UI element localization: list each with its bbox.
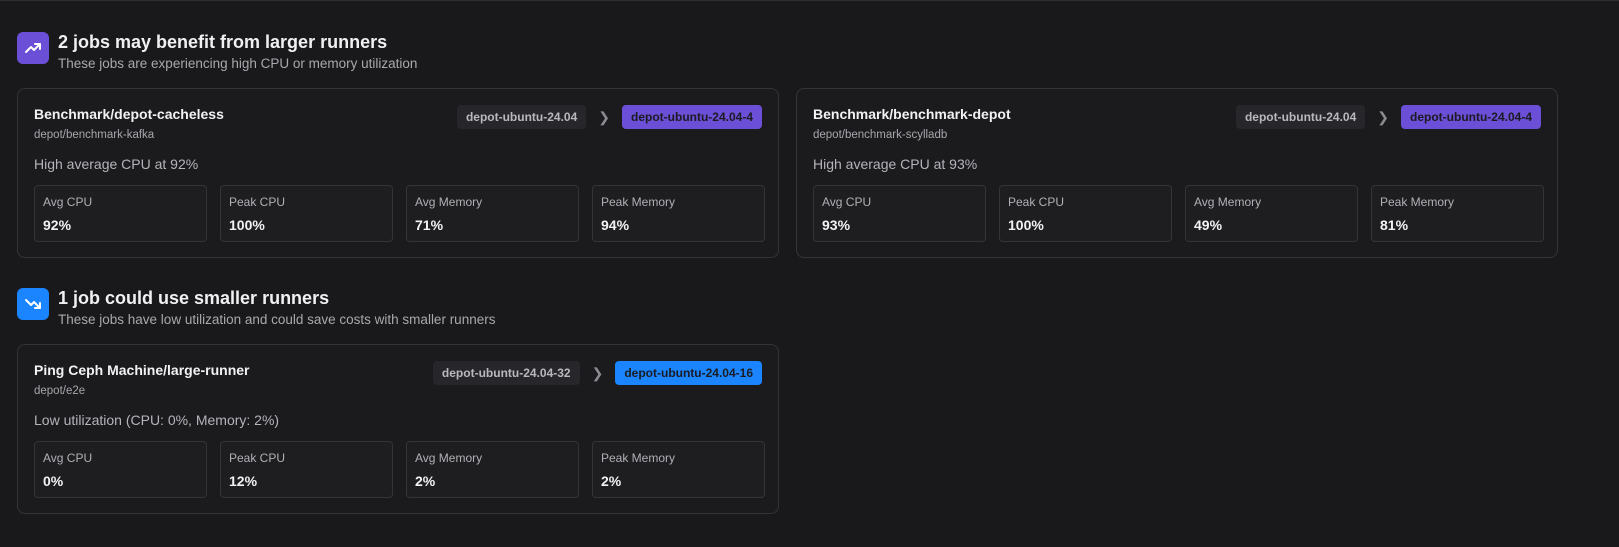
metric-value: 94% — [601, 217, 630, 233]
metric-box: Avg Memory 2% — [406, 441, 579, 498]
metric-value: 92% — [43, 217, 72, 233]
metric-box: Peak CPU 100% — [220, 185, 393, 242]
recommended-runner-badge: depot-ubuntu-24.04-16 — [615, 361, 762, 385]
runner-recommendation: depot-ubuntu-24.04 ❯ depot-ubuntu-24.04-… — [456, 105, 762, 129]
section-header: 2 jobs may benefit from larger runners T… — [17, 31, 417, 71]
metric-value: 93% — [822, 217, 851, 233]
chevron-right-icon: ❯ — [598, 108, 610, 125]
recommended-runner-badge: depot-ubuntu-24.04-4 — [622, 105, 762, 129]
job-card: Benchmark/benchmark-depot depot/benchmar… — [796, 88, 1558, 258]
metric-value: 71% — [415, 217, 444, 233]
current-runner-badge: depot-ubuntu-24.04 — [1235, 105, 1366, 129]
metric-box: Peak Memory 81% — [1371, 185, 1544, 242]
metric-box: Avg CPU 0% — [34, 441, 207, 498]
current-runner-badge: depot-ubuntu-24.04 — [456, 105, 587, 129]
metric-value: 81% — [1380, 217, 1409, 233]
metric-value: 100% — [1008, 217, 1044, 233]
metric-value: 0% — [43, 473, 64, 489]
repo-name: depot/e2e — [34, 385, 86, 397]
repo-name: depot/benchmark-kafka — [34, 129, 155, 141]
metric-box: Avg CPU 93% — [813, 185, 986, 242]
metric-box: Avg CPU 92% — [34, 185, 207, 242]
runner-recommendation: depot-ubuntu-24.04-32 ❯ depot-ubuntu-24.… — [432, 361, 762, 385]
repo-name: depot/benchmark-scylladb — [813, 129, 948, 141]
metric-box: Avg Memory 49% — [1185, 185, 1358, 242]
metric-label: Peak Memory — [1380, 195, 1455, 209]
trending-down-icon — [17, 288, 49, 320]
metric-value: 12% — [229, 473, 258, 489]
section-title: 2 jobs may benefit from larger runners — [58, 32, 388, 52]
metric-label: Peak CPU — [229, 451, 286, 465]
metric-label: Peak CPU — [229, 195, 286, 209]
metric-box: Peak Memory 2% — [592, 441, 765, 498]
chevron-right-icon: ❯ — [591, 364, 604, 381]
recommendation-reason: High average CPU at 93% — [813, 156, 978, 172]
metric-label: Avg CPU — [822, 195, 872, 209]
metric-value: 49% — [1194, 217, 1223, 233]
metric-box: Peak CPU 100% — [999, 185, 1172, 242]
recommendation-reason: High average CPU at 92% — [34, 156, 199, 172]
metric-label: Avg CPU — [43, 195, 93, 209]
metric-box: Peak Memory 94% — [592, 185, 765, 242]
metric-label: Avg Memory — [1194, 195, 1262, 209]
metric-label: Avg Memory — [415, 195, 483, 209]
job-name[interactable]: Benchmark/depot-cacheless — [34, 106, 224, 122]
metric-label: Peak CPU — [1008, 195, 1065, 209]
metric-label: Avg CPU — [43, 451, 93, 465]
section-title: 1 job could use smaller runners — [58, 288, 330, 308]
recommended-runner-badge: depot-ubuntu-24.04-4 — [1401, 105, 1541, 129]
section-subtitle: These jobs have low utilization and coul… — [58, 312, 496, 327]
job-name[interactable]: Ping Ceph Machine/large-runner — [34, 362, 250, 378]
metric-label: Peak Memory — [601, 195, 676, 209]
section-subtitle: These jobs are experiencing high CPU or … — [58, 56, 418, 71]
metric-value: 2% — [415, 473, 436, 489]
metric-value: 2% — [601, 473, 622, 489]
metric-label: Peak Memory — [601, 451, 676, 465]
job-name[interactable]: Benchmark/benchmark-depot — [813, 106, 1011, 122]
section-header: 1 job could use smaller runners These jo… — [17, 287, 495, 327]
runner-recommendation: depot-ubuntu-24.04 ❯ depot-ubuntu-24.04-… — [1235, 105, 1541, 129]
recommendation-reason: Low utilization (CPU: 0%, Memory: 2%) — [34, 412, 280, 428]
metric-box: Peak CPU 12% — [220, 441, 393, 498]
job-card: Ping Ceph Machine/large-runner depot/e2e… — [17, 344, 779, 514]
trending-up-icon — [17, 32, 49, 64]
chevron-right-icon: ❯ — [1377, 108, 1389, 125]
metric-box: Avg Memory 71% — [406, 185, 579, 242]
metric-label: Avg Memory — [415, 451, 483, 465]
job-card: Benchmark/depot-cacheless depot/benchmar… — [17, 88, 779, 258]
metric-value: 100% — [229, 217, 265, 233]
current-runner-badge: depot-ubuntu-24.04-32 — [432, 361, 580, 385]
